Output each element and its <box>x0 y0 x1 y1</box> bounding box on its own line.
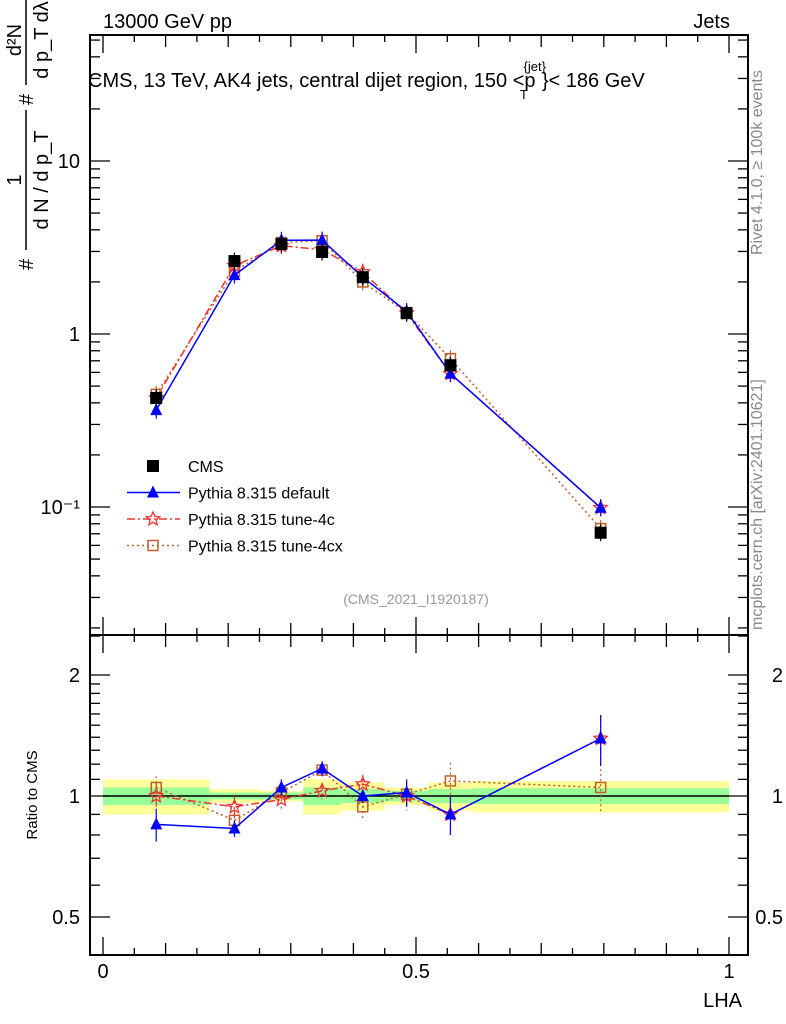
x-tick-label: 1 <box>723 961 734 983</box>
y-tick-label: 10 <box>58 151 80 173</box>
data-point-cms <box>228 255 241 268</box>
series-line-pythia-8-315-tune-4c <box>155 244 602 509</box>
legend-marker <box>144 510 162 527</box>
series-line-pythia-8-315-default <box>155 239 602 509</box>
legend-label: Pythia 8.315 tune-4cx <box>188 539 343 556</box>
ratio-point-pythia-8-315-default <box>400 785 413 798</box>
ratio-point-pythia-8-315-tune-4c <box>313 782 331 798</box>
legend-label: Pythia 8.315 tune-4c <box>188 512 335 529</box>
svg-text:d p_T dλ: d p_T dλ <box>31 1 53 78</box>
ratio-line-pythia-8-315-default <box>156 737 602 830</box>
svg-text:#: # <box>16 93 38 105</box>
legend-label: CMS <box>188 459 224 476</box>
data-point-cms <box>594 526 607 539</box>
header-right: Jets <box>693 11 730 33</box>
svg-text:d²N: d²N <box>4 24 26 56</box>
ratio-point-pythia-8-315-default <box>444 807 457 820</box>
y-tick-label: 1 <box>69 324 80 346</box>
header-left: 13000 GeV pp <box>103 11 232 33</box>
data-point-pythia-8-315-default <box>150 403 163 416</box>
svg-text:1: 1 <box>4 174 26 185</box>
y-tick-label: 10⁻¹ <box>41 497 81 519</box>
rivet-version-text: Rivet 4.1.0, ≥ 100k events <box>749 70 766 255</box>
data-point-cms <box>275 238 288 251</box>
ratio-point-pythia-8-315-default <box>594 731 607 744</box>
data-point-cms <box>316 245 329 258</box>
data-point-pythia-8-315-default <box>228 268 241 281</box>
ratio-point-pythia-8-315-tune-4cx <box>594 781 607 794</box>
data-point-cms <box>400 307 413 320</box>
ratio-y-tick-label: 2 <box>69 665 80 687</box>
legend-marker <box>147 460 159 472</box>
ratio-point-pythia-8-315-tune-4c <box>226 798 243 814</box>
ratio-point-pythia-8-315-default <box>275 780 288 793</box>
chart-title: CMS, 13 TeV, AK4 jets, central dijet reg… <box>88 59 645 102</box>
ratio-y-tick-label-right: 2 <box>772 665 783 687</box>
ratio-point-pythia-8-315-default <box>316 761 329 774</box>
ratio-point-pythia-8-315-default <box>150 817 163 830</box>
legend-label: Pythia 8.315 default <box>188 486 330 503</box>
ratio-frame <box>89 634 749 956</box>
legend-marker <box>147 539 159 552</box>
ratio-point-pythia-8-315-tune-4c <box>148 787 165 804</box>
ratio-point-pythia-8-315-tune-4cx <box>444 775 457 787</box>
mcplots-text: mcplots.cern.ch [arXiv:2401.10621] <box>749 379 766 630</box>
y-axis-label: # 1 d N / d p_T # d²N d p_T dλ <box>4 0 53 270</box>
ratio-point-pythia-8-315-tune-4c <box>273 790 290 807</box>
ratio-y-label: Ratio to CMS <box>24 750 41 839</box>
ratio-y-tick-label: 0.5 <box>52 907 80 929</box>
data-point-pythia-8-315-default <box>316 233 329 246</box>
ratio-point-pythia-8-315-default <box>356 789 369 801</box>
svg-text:#: # <box>16 258 38 270</box>
ratio-y-tick-label-right: 1 <box>772 786 783 808</box>
ratio-point-pythia-8-315-default <box>228 821 241 834</box>
data-point-cms <box>356 271 369 284</box>
ratio-y-tick-label: 1 <box>69 786 80 808</box>
data-point-cms <box>444 359 457 372</box>
x-axis-label: LHA <box>703 990 743 1012</box>
x-tick-label: 0 <box>97 961 108 983</box>
x-tick-label: 0.5 <box>402 961 430 983</box>
ratio-point-pythia-8-315-tune-4c <box>354 775 371 792</box>
data-point-pythia-8-315-default <box>594 500 607 513</box>
svg-text:d N / d p_T: d N / d p_T <box>31 131 53 230</box>
ratio-point-pythia-8-315-tune-4cx <box>150 781 162 794</box>
legend-marker <box>147 485 159 498</box>
ratio-y-tick-label-right: 0.5 <box>755 907 783 929</box>
data-point-cms <box>150 391 163 404</box>
analysis-id: (CMS_2021_I1920187) <box>343 591 489 607</box>
